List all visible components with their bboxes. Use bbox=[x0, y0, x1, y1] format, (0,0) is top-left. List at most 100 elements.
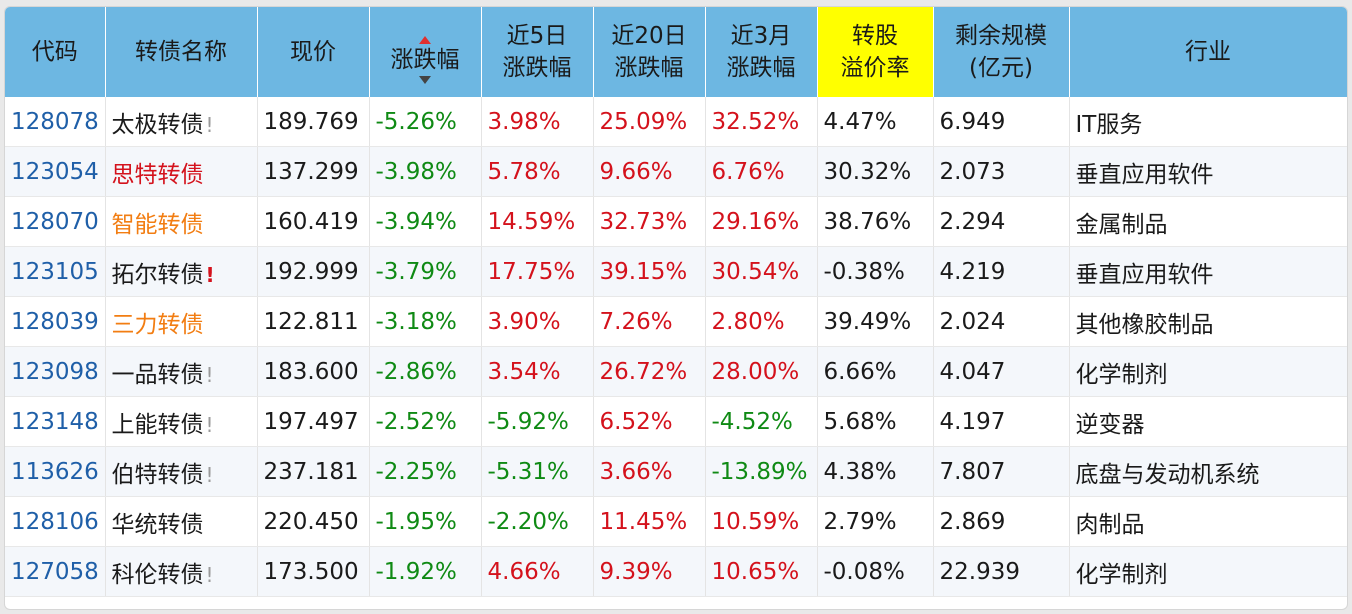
change-cell: -3.79% bbox=[369, 246, 482, 297]
bond-name-cell[interactable]: 伯特转债! bbox=[105, 446, 258, 497]
change-3m-cell: 2.80% bbox=[705, 296, 818, 347]
premium-cell: 30.32% bbox=[817, 146, 934, 197]
industry-cell: 垂直应用软件 bbox=[1069, 246, 1347, 297]
industry-cell: 金属制品 bbox=[1069, 196, 1347, 247]
bond-name[interactable]: 一品转债 bbox=[111, 361, 204, 388]
bond-name[interactable]: 三力转债 bbox=[111, 311, 204, 338]
premium-cell: 39.49% bbox=[817, 296, 934, 347]
table-row[interactable]: 128106 华统转债 220.450 -1.95% -2.20% 11.45% 10.59… bbox=[5, 496, 1347, 547]
table-row[interactable]: 128070 智能转债 160.419 -3.94% 14.59% 32.73% 29.16… bbox=[5, 196, 1347, 247]
sort-control[interactable]: 涨跌幅 bbox=[391, 35, 460, 84]
premium-cell: 38.76% bbox=[817, 196, 934, 247]
scale-cell: 7.807 bbox=[933, 446, 1070, 497]
bond-code-link[interactable]: 127058 bbox=[5, 546, 106, 597]
change-5d-cell: 4.66% bbox=[481, 546, 594, 597]
warning-mark-icon: ! bbox=[205, 412, 214, 437]
bond-name-cell[interactable]: 三力转债 bbox=[105, 296, 258, 347]
col-header-5d-change[interactable]: 近5日 涨跌幅 bbox=[481, 7, 594, 97]
col-header-name[interactable]: 转债名称 bbox=[105, 7, 258, 97]
col-header-premium[interactable]: 转股 溢价率 bbox=[817, 7, 934, 97]
table-row[interactable]: 128078 太极转债! 189.769 -5.26% 3.98% 25.09% 32.52… bbox=[5, 97, 1347, 147]
industry-cell: 逆变器 bbox=[1069, 396, 1347, 447]
bond-name-cell[interactable]: 太极转债! bbox=[105, 97, 258, 147]
scale-cell: 2.869 bbox=[933, 496, 1070, 547]
change-20d-cell: 3.66% bbox=[593, 446, 706, 497]
col-header-price[interactable]: 现价 bbox=[257, 7, 370, 97]
table-row[interactable]: 113626 伯特转债! 237.181 -2.25% -5.31% 3.66% -13.8… bbox=[5, 446, 1347, 497]
table-row[interactable]: 123148 上能转债! 197.497 -2.52% -5.92% 6.52% -4.52… bbox=[5, 396, 1347, 447]
bond-name-cell[interactable]: 华统转债 bbox=[105, 496, 258, 547]
change-5d-cell: 5.78% bbox=[481, 146, 594, 197]
col-header-3m-change[interactable]: 近3月 涨跌幅 bbox=[705, 7, 818, 97]
bond-name-cell[interactable]: 科伦转债! bbox=[105, 546, 258, 597]
premium-cell: 2.79% bbox=[817, 496, 934, 547]
bond-name[interactable]: 上能转债 bbox=[111, 411, 204, 438]
table-row[interactable]: 123105 拓尔转债! 192.999 -3.79% 17.75% 39.15% 30.5… bbox=[5, 246, 1347, 297]
warning-mark-icon: ! bbox=[205, 562, 214, 587]
change-5d-cell: 3.90% bbox=[481, 296, 594, 347]
premium-cell: 5.68% bbox=[817, 396, 934, 447]
scale-cell: 2.073 bbox=[933, 146, 1070, 197]
price-cell: 183.600 bbox=[257, 346, 370, 397]
bond-name[interactable]: 伯特转债 bbox=[111, 461, 204, 488]
bond-name-cell[interactable]: 拓尔转债! bbox=[105, 246, 258, 297]
warning-mark-icon: ! bbox=[205, 462, 214, 487]
table-row[interactable]: 127058 科伦转债! 173.500 -1.92% 4.66% 9.39% 10.65%… bbox=[5, 546, 1347, 597]
bond-name-cell[interactable]: 一品转债! bbox=[105, 346, 258, 397]
bond-name-cell[interactable]: 智能转债 bbox=[105, 196, 258, 247]
table-row[interactable]: 123054 思特转债 137.299 -3.98% 5.78% 9.66% 6.76% 30… bbox=[5, 146, 1347, 197]
col-header-20d-change[interactable]: 近20日 涨跌幅 bbox=[593, 7, 706, 97]
bond-code-link[interactable]: 128070 bbox=[5, 196, 106, 247]
bond-code-link[interactable]: 123148 bbox=[5, 396, 106, 447]
change-5d-cell: -5.92% bbox=[481, 396, 594, 447]
bond-code-link[interactable]: 123098 bbox=[5, 346, 106, 397]
table-row[interactable]: 123098 一品转债! 183.600 -2.86% 3.54% 26.72% 28.00… bbox=[5, 346, 1347, 397]
change-3m-cell: 6.76% bbox=[705, 146, 818, 197]
sort-desc-icon bbox=[419, 75, 431, 84]
premium-cell: 4.38% bbox=[817, 446, 934, 497]
change-20d-cell: 25.09% bbox=[593, 97, 706, 147]
bond-code-link[interactable]: 123105 bbox=[5, 246, 106, 297]
bond-name[interactable]: 科伦转债 bbox=[111, 561, 204, 588]
bond-name[interactable]: 华统转债 bbox=[111, 511, 204, 538]
scale-cell: 2.024 bbox=[933, 296, 1070, 347]
industry-cell: 底盘与发动机系统 bbox=[1069, 446, 1347, 497]
premium-cell: 6.66% bbox=[817, 346, 934, 397]
premium-cell: -0.08% bbox=[817, 546, 934, 597]
change-cell: -2.86% bbox=[369, 346, 482, 397]
industry-cell: 化学制剂 bbox=[1069, 346, 1347, 397]
scale-cell: 22.939 bbox=[933, 546, 1070, 597]
change-5d-cell: -2.20% bbox=[481, 496, 594, 547]
change-cell: -3.94% bbox=[369, 196, 482, 247]
bond-code-link[interactable]: 128039 bbox=[5, 296, 106, 347]
industry-cell: 化学制剂 bbox=[1069, 546, 1347, 597]
bond-code-link[interactable]: 123054 bbox=[5, 146, 106, 197]
bond-table-panel: 代码 转债名称 现价 涨跌幅 近5日 涨跌幅 近20日 涨跌幅 近3月 涨跌幅 转股溢… bbox=[4, 6, 1348, 610]
change-5d-cell: 17.75% bbox=[481, 246, 594, 297]
change-cell: -3.18% bbox=[369, 296, 482, 347]
bond-name[interactable]: 太极转债 bbox=[111, 111, 204, 138]
bond-name-cell[interactable]: 上能转债! bbox=[105, 396, 258, 447]
change-3m-cell: 10.65% bbox=[705, 546, 818, 597]
change-3m-cell: 30.54% bbox=[705, 246, 818, 297]
bond-name[interactable]: 智能转债 bbox=[111, 211, 204, 238]
bond-code-link[interactable]: 128106 bbox=[5, 496, 106, 547]
bond-code-link[interactable]: 128078 bbox=[5, 97, 106, 147]
warning-mark-icon: ! bbox=[205, 362, 214, 387]
price-cell: 173.500 bbox=[257, 546, 370, 597]
col-header-industry[interactable]: 行业 bbox=[1069, 7, 1347, 97]
bond-name-cell[interactable]: 思特转债 bbox=[105, 146, 258, 197]
industry-cell: IT服务 bbox=[1069, 97, 1347, 147]
bond-code-link[interactable]: 113626 bbox=[5, 446, 106, 497]
change-5d-cell: -5.31% bbox=[481, 446, 594, 497]
table-row[interactable]: 128039 三力转债 122.811 -3.18% 3.90% 7.26% 2.80% 39… bbox=[5, 296, 1347, 347]
col-header-change[interactable]: 涨跌幅 bbox=[369, 7, 482, 97]
change-20d-cell: 6.52% bbox=[593, 396, 706, 447]
change-cell: -1.92% bbox=[369, 546, 482, 597]
bond-name[interactable]: 思特转债 bbox=[111, 161, 204, 188]
col-header-scale[interactable]: 剩余规模 (亿元) bbox=[933, 7, 1070, 97]
col-header-code[interactable]: 代码 bbox=[5, 7, 106, 97]
bond-name[interactable]: 拓尔转债 bbox=[111, 261, 204, 288]
price-cell: 237.181 bbox=[257, 446, 370, 497]
industry-cell: 垂直应用软件 bbox=[1069, 146, 1347, 197]
